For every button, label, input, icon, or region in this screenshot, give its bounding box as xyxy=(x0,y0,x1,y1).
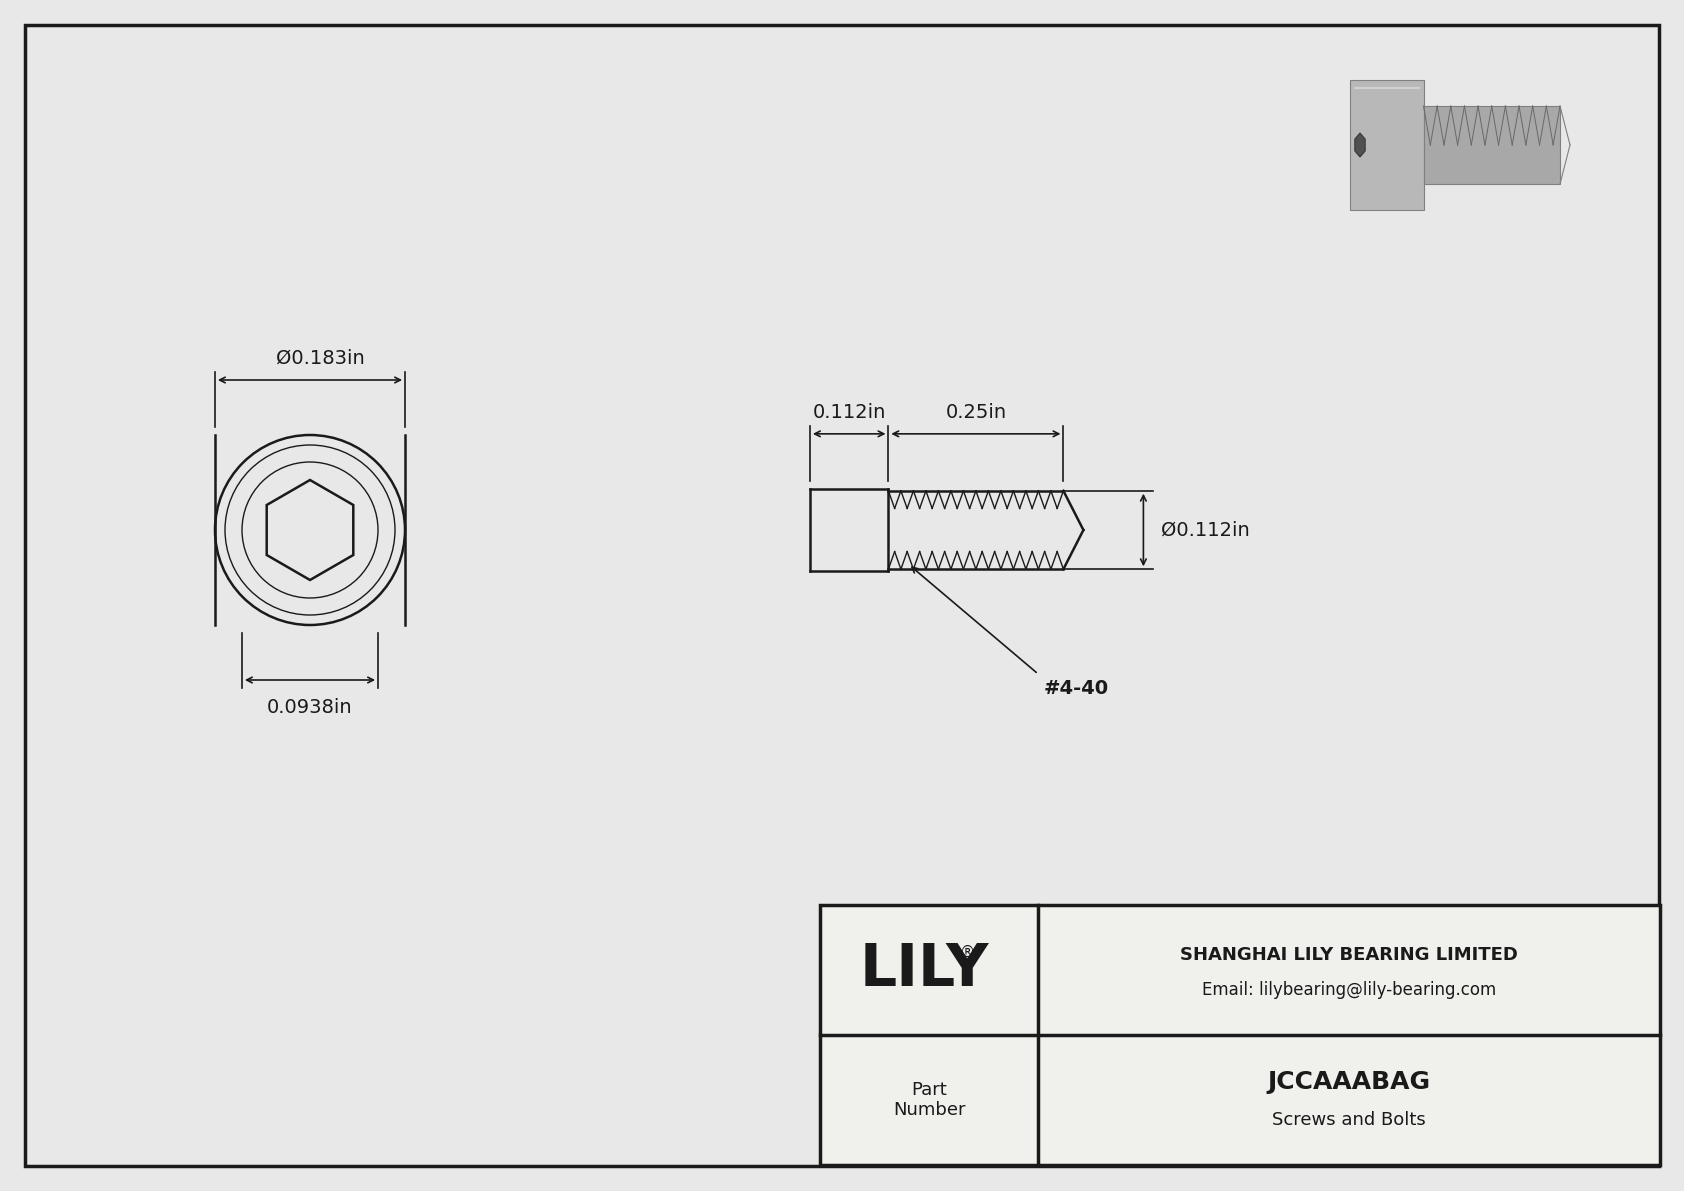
Bar xyxy=(1351,80,1423,210)
Text: Part
Number: Part Number xyxy=(893,1080,965,1120)
Polygon shape xyxy=(1356,133,1366,157)
Text: Screws and Bolts: Screws and Bolts xyxy=(1273,1111,1426,1129)
Bar xyxy=(820,905,1660,1165)
Text: 0.25in: 0.25in xyxy=(945,403,1007,422)
Text: ®: ® xyxy=(960,944,975,960)
Text: #4-40: #4-40 xyxy=(1044,679,1108,698)
Bar xyxy=(1423,106,1559,183)
Text: JCCAAABAG: JCCAAABAG xyxy=(1268,1070,1431,1095)
Text: 0.0938in: 0.0938in xyxy=(268,698,354,717)
Text: LILY: LILY xyxy=(859,942,989,998)
Text: Email: lilybearing@lily-bearing.com: Email: lilybearing@lily-bearing.com xyxy=(1202,981,1497,999)
Text: Ø0.112in: Ø0.112in xyxy=(1162,520,1250,540)
Text: Ø0.183in: Ø0.183in xyxy=(276,349,364,368)
Text: 0.112in: 0.112in xyxy=(812,403,886,422)
Text: SHANGHAI LILY BEARING LIMITED: SHANGHAI LILY BEARING LIMITED xyxy=(1180,946,1519,964)
